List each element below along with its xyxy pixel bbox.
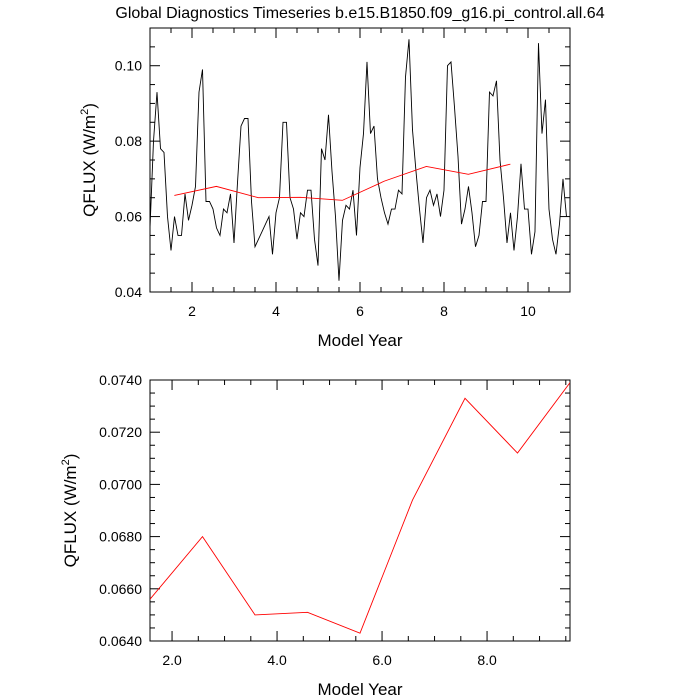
y-tick-label: 0.04 (115, 284, 142, 300)
y-tick-label: 0.06 (115, 209, 142, 225)
y-tick-label: 0.0740 (99, 372, 142, 388)
y-axis-label: QFLUX (W/m2) (60, 454, 80, 568)
y-axis-label: QFLUX (W/m2) (79, 103, 99, 217)
y-tick-label: 0.0660 (99, 581, 142, 597)
series-line-monthly (150, 39, 567, 281)
top-timeseries-panel: 2 4 6 8 10 0.04 0.06 0.08 0.10 Model Year QFLUX (W… (79, 27, 571, 350)
figure-title: Global Diagnostics Timeseries b.e15.B185… (115, 5, 604, 22)
y-axis-label-superscript: 2 (79, 109, 91, 115)
x-tick-label: 8.0 (477, 652, 497, 668)
series-line-annual-mean (150, 382, 570, 634)
x-tick-label: 6.0 (372, 652, 392, 668)
y-tick-label: 0.0700 (99, 476, 142, 492)
bottom-annual-panel: 2.0 4.0 6.0 8.0 0.0640 0.0660 0.0680 0.0700 0.07… (60, 372, 571, 699)
y-axis-label-close: ) (80, 103, 99, 109)
x-tick-label: 10 (520, 303, 536, 319)
plot-frame (149, 27, 571, 293)
x-tick-label: 4 (272, 303, 280, 319)
x-axis-label: Model Year (317, 331, 402, 350)
plot-frame (149, 379, 571, 642)
x-tick-label: 2.0 (162, 652, 182, 668)
y-axis-label-main: QFLUX (W/m (61, 465, 80, 567)
x-tick-label: 4.0 (267, 652, 287, 668)
series-line-annual-mean (174, 163, 511, 201)
y-tick-label: 0.0640 (99, 633, 142, 649)
y-tick-label: 0.0680 (99, 529, 142, 545)
y-axis-label-close: ) (61, 454, 80, 460)
y-tick-label: 0.0720 (99, 424, 142, 440)
x-tick-label: 2 (188, 303, 196, 319)
x-tick-label: 8 (440, 303, 448, 319)
x-axis-label: Model Year (317, 680, 402, 699)
y-tick-label: 0.08 (115, 133, 142, 149)
x-tick-label: 6 (356, 303, 364, 319)
y-axis-label-main: QFLUX (W/m (80, 115, 99, 217)
y-axis-label-superscript: 2 (60, 459, 72, 465)
y-tick-label: 0.10 (115, 58, 142, 74)
